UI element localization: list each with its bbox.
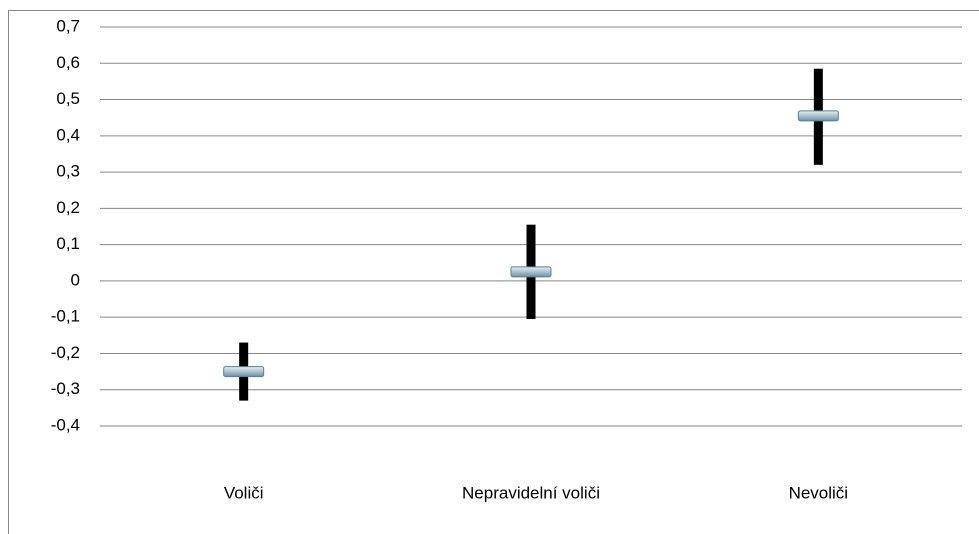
y-tick-label: 0 [71,270,80,289]
y-tick-label: 0,2 [56,198,80,217]
x-tick-label: Nevoliči [789,483,849,502]
mean-marker [510,266,552,278]
y-tick-label: 0,6 [56,53,80,72]
y-tick-label: -0,3 [51,379,80,398]
x-tick-label: Nepravidelní voliči [462,483,600,502]
y-tick-label: -0,2 [51,343,80,362]
y-tick-label: 0,4 [56,125,80,144]
y-tick-label: 0,7 [56,16,80,35]
mean-marker [797,110,839,122]
y-tick-label: -0,1 [51,307,80,326]
y-tick-label: 0,5 [56,89,80,108]
y-tick-label: -0,4 [51,415,80,434]
y-tick-label: 0,3 [56,162,80,181]
y-tick-label: 0,1 [56,234,80,253]
x-tick-label: Voliči [224,483,264,502]
chart-frame [8,10,979,534]
mean-marker [223,366,265,378]
